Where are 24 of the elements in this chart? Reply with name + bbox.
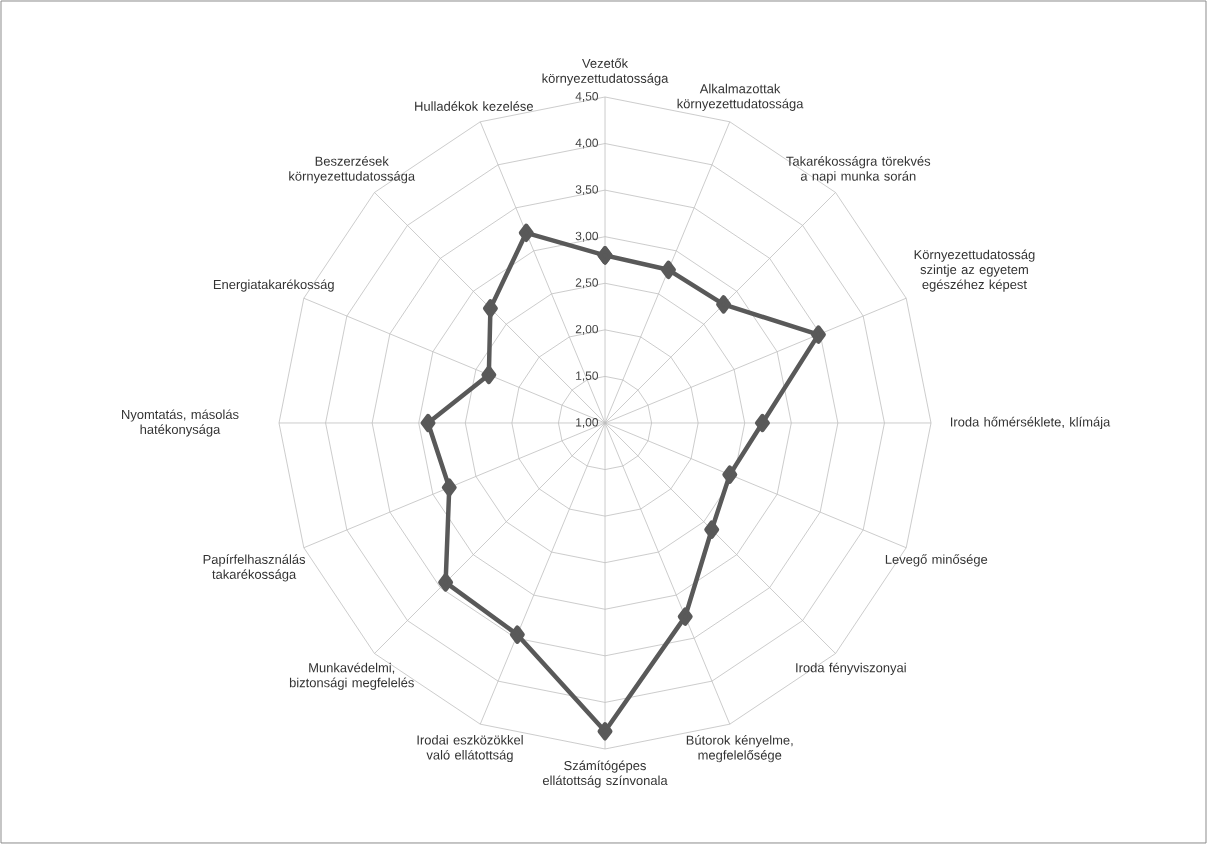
y-tick-label: 1,50 (576, 371, 599, 382)
spoke-label: Iroda hőmérséklete, klímája (950, 416, 1111, 430)
y-tick-label: 2,00 (575, 324, 599, 335)
spoke-label: Alkalmazottak környezettudatossága (677, 83, 804, 111)
spoke-label: Vezetők környezettudatossága (542, 58, 669, 86)
spoke-label: Papírfelhasználás takarékossága (203, 554, 306, 582)
spoke-label: Takarékosságra törekvés a napi munka során (786, 156, 931, 184)
spoke-label: Energiatakarékosság (213, 279, 334, 292)
spoke-label: Környezettudatosság szintje az egyetem egészéhez képest (914, 249, 1035, 292)
spoke-label: Hulladékok kezelése (415, 101, 533, 111)
spoke-label: Levegő minősége (885, 554, 988, 567)
y-tick-label: 4,50 (575, 92, 599, 102)
spoke-label: Irodai eszközökkel való ellátottság (417, 735, 523, 763)
spoke-label: Számítógépes ellátottság színvonala (542, 760, 668, 788)
spoke-label: Iroda fényviszonyai (796, 662, 906, 675)
y-tick-label: 2,50 (575, 278, 599, 289)
spoke-label: Nyomtatás, másolás hatékonysága (122, 409, 239, 437)
spoke-label: Bútorok kényelme, megfelelősége (686, 735, 793, 763)
y-tick-label: 3,00 (575, 231, 599, 242)
y-tick-label: 1,00 (576, 418, 599, 428)
y-tick-label: 4,00 (575, 138, 599, 149)
spoke-label: Munkavédelmi, biztonsági megfelelés (289, 662, 414, 690)
spoke-label: Beszerzések környezettudatossága (289, 156, 416, 184)
y-tick-label: 3,50 (575, 185, 599, 196)
